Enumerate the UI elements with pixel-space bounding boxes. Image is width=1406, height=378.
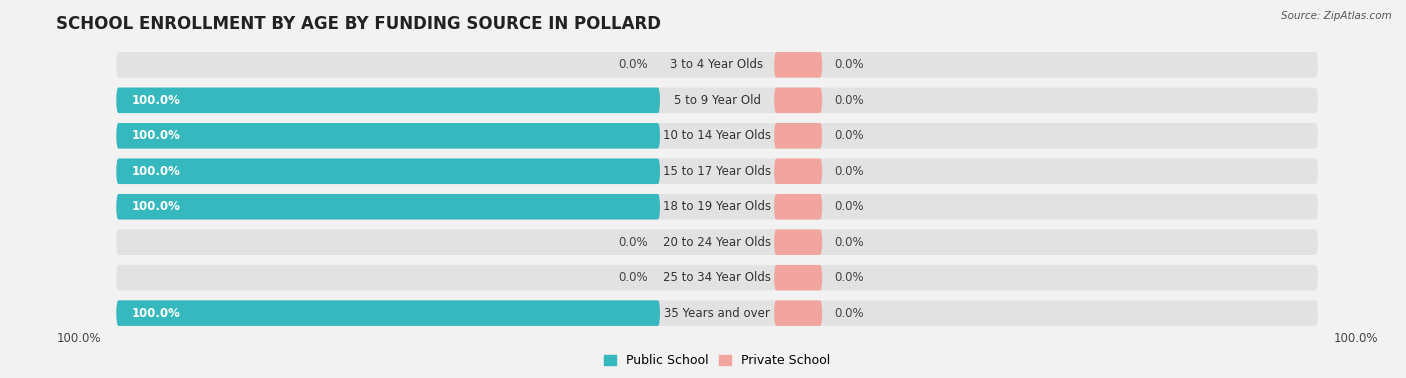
Text: 0.0%: 0.0%	[834, 129, 863, 142]
Text: 0.0%: 0.0%	[834, 200, 863, 213]
Text: 0.0%: 0.0%	[834, 94, 863, 107]
FancyBboxPatch shape	[117, 123, 1317, 149]
Text: 100.0%: 100.0%	[131, 94, 180, 107]
FancyBboxPatch shape	[775, 52, 823, 77]
Text: 0.0%: 0.0%	[834, 165, 863, 178]
Text: 0.0%: 0.0%	[834, 307, 863, 320]
FancyBboxPatch shape	[775, 88, 823, 113]
FancyBboxPatch shape	[117, 88, 1317, 113]
Text: 100.0%: 100.0%	[131, 307, 180, 320]
FancyBboxPatch shape	[117, 123, 659, 149]
Legend: Public School, Private School: Public School, Private School	[599, 349, 835, 372]
Text: 100.0%: 100.0%	[1333, 332, 1378, 345]
Text: 100.0%: 100.0%	[131, 165, 180, 178]
Text: 3 to 4 Year Olds: 3 to 4 Year Olds	[671, 58, 763, 71]
FancyBboxPatch shape	[117, 158, 659, 184]
Text: 25 to 34 Year Olds: 25 to 34 Year Olds	[664, 271, 770, 284]
Text: Source: ZipAtlas.com: Source: ZipAtlas.com	[1281, 11, 1392, 21]
FancyBboxPatch shape	[117, 194, 1317, 220]
Text: 0.0%: 0.0%	[834, 58, 863, 71]
FancyBboxPatch shape	[117, 229, 1317, 255]
Text: 100.0%: 100.0%	[56, 332, 101, 345]
FancyBboxPatch shape	[117, 158, 1317, 184]
FancyBboxPatch shape	[775, 265, 823, 290]
FancyBboxPatch shape	[117, 52, 1317, 77]
FancyBboxPatch shape	[117, 301, 1317, 326]
Text: 35 Years and over: 35 Years and over	[664, 307, 770, 320]
FancyBboxPatch shape	[775, 194, 823, 220]
Text: 0.0%: 0.0%	[834, 236, 863, 249]
FancyBboxPatch shape	[775, 301, 823, 326]
Text: 10 to 14 Year Olds: 10 to 14 Year Olds	[664, 129, 770, 142]
FancyBboxPatch shape	[775, 158, 823, 184]
FancyBboxPatch shape	[775, 123, 823, 149]
Text: 100.0%: 100.0%	[131, 129, 180, 142]
Text: 5 to 9 Year Old: 5 to 9 Year Old	[673, 94, 761, 107]
FancyBboxPatch shape	[117, 194, 659, 220]
Text: 0.0%: 0.0%	[619, 236, 648, 249]
Text: 0.0%: 0.0%	[834, 271, 863, 284]
Text: 100.0%: 100.0%	[131, 200, 180, 213]
Text: SCHOOL ENROLLMENT BY AGE BY FUNDING SOURCE IN POLLARD: SCHOOL ENROLLMENT BY AGE BY FUNDING SOUR…	[56, 15, 661, 33]
Text: 18 to 19 Year Olds: 18 to 19 Year Olds	[664, 200, 770, 213]
Text: 15 to 17 Year Olds: 15 to 17 Year Olds	[664, 165, 770, 178]
Text: 0.0%: 0.0%	[619, 271, 648, 284]
FancyBboxPatch shape	[775, 229, 823, 255]
FancyBboxPatch shape	[117, 265, 1317, 290]
Text: 20 to 24 Year Olds: 20 to 24 Year Olds	[664, 236, 770, 249]
FancyBboxPatch shape	[117, 301, 659, 326]
FancyBboxPatch shape	[117, 88, 659, 113]
Text: 0.0%: 0.0%	[619, 58, 648, 71]
